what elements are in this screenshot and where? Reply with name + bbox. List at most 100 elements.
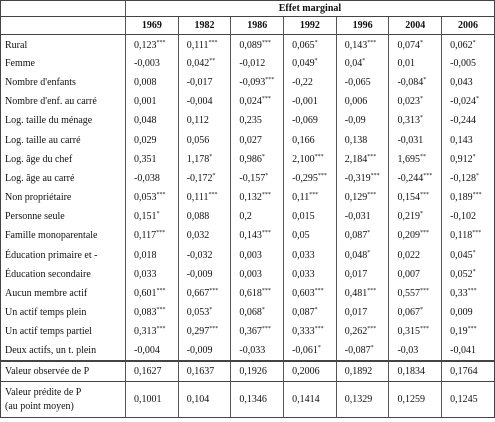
significance-stars: * (423, 76, 427, 83)
row-label: Femme (5, 57, 35, 69)
cell: 0,1001 (125, 381, 179, 418)
significance-stars: * (314, 57, 318, 64)
cell: 0,01 (388, 53, 442, 73)
significance-stars: * (212, 172, 216, 179)
significance-stars: * (367, 249, 371, 256)
significance-stars: *** (156, 192, 166, 199)
data-row: Non propriétaire 0,053*** 0,111*** 0,132***… (1, 188, 495, 208)
cell-value: 0,138 (344, 134, 368, 146)
cell-value: -0,004 (186, 96, 213, 108)
cell-value: -0,038 (134, 172, 160, 184)
cell-value: 0,1329 (344, 394, 373, 406)
cell: -0,102 (441, 207, 495, 227)
data-row: Log. taille au carré 0,029 0,056 0,027 0,166… (1, 130, 495, 150)
cell-value: 0,1414 (292, 394, 320, 406)
cell-value: -0,012 (239, 57, 266, 69)
cell: 0,33*** (441, 283, 495, 304)
significance-stars: *** (314, 288, 324, 295)
cell: -0,03 (388, 341, 442, 361)
cell-value: 0,017 (344, 268, 368, 280)
cell-value: -0,009 (186, 268, 213, 280)
significance-stars: *** (472, 192, 482, 199)
cell: -0,024* (441, 92, 495, 112)
cell-value: 0,104 (186, 394, 210, 406)
cell-value: 1,695 (397, 153, 420, 165)
cell: -0,031 (335, 207, 389, 227)
data-row: Personne seule 0,151* 0,088 0,2 0,015 -0,031 0… (1, 207, 495, 227)
cell-value: -0,041 (450, 345, 476, 357)
cell-value: 0,088 (186, 211, 210, 223)
cell-value: 0,2 (239, 211, 252, 223)
cell: 0,045* (441, 245, 495, 265)
cell: -0,041 (441, 341, 495, 361)
cell: 0,048 (125, 111, 179, 131)
row-label: Deux actifs, un t. plein (5, 345, 97, 357)
cell: 0,033 (283, 245, 337, 265)
cell: -0,093*** (230, 72, 284, 93)
significance-stars: * (314, 40, 318, 47)
cell-value: 0,018 (134, 249, 157, 261)
cell: 0,015 (283, 207, 337, 227)
cell-value: 0,297 (186, 326, 210, 338)
cell-value: -0,319 (344, 172, 371, 184)
cell: 0,123*** (125, 34, 179, 54)
cell: 0,1892 (335, 360, 389, 382)
cell-value: -0,087 (344, 345, 371, 357)
cell: 0,023* (388, 92, 442, 112)
cell-value: 0,017 (344, 307, 368, 319)
cell-value: 0,367 (239, 326, 262, 338)
cell-value: 0,132 (239, 192, 262, 204)
cell-value: 0,313 (397, 115, 420, 127)
cell-value: 0,189 (450, 192, 473, 204)
cell: -0,319*** (335, 168, 389, 188)
significance-stars: * (419, 115, 423, 122)
cell-value: -0,244 (450, 115, 476, 127)
significance-stars: * (472, 268, 476, 275)
significance-stars: * (419, 96, 423, 103)
row-label: Non propriétaire (5, 192, 72, 204)
cell-value: 0,065 (292, 40, 315, 52)
cell-value: 0,111 (186, 192, 209, 204)
cell: 0,009 (441, 303, 495, 323)
cell: 2,100*** (283, 149, 337, 169)
cell-value: 2,184 (344, 153, 368, 165)
cell-value: 0,056 (186, 134, 210, 146)
significance-stars: * (209, 307, 213, 314)
cell: 0,367*** (230, 322, 284, 342)
cell-value: 0,006 (344, 96, 368, 108)
significance-stars: * (419, 211, 423, 218)
cell-value: 0,143 (344, 40, 368, 52)
cell: 0,05 (283, 226, 337, 246)
cell-value: 0,912 (450, 153, 473, 165)
summary-row: Valeur observée de P 0,1627 0,1637 0,1926 0,… (0, 360, 495, 382)
row-label: Un actif temps partiel (5, 326, 92, 338)
cell: 0,333*** (283, 322, 337, 342)
significance-stars: * (261, 307, 265, 314)
cell: 0,481*** (335, 283, 389, 304)
cell-value: -0,017 (186, 76, 213, 88)
cell: 0,062* (441, 34, 495, 54)
data-row: Femme -0,003 0,042** -0,012 0,049* 0,04* 0,01-… (1, 53, 495, 73)
cell-value: -0,001 (292, 96, 318, 108)
cell-value: 0,601 (134, 288, 157, 300)
cell: -0,069 (283, 111, 337, 131)
year-header: 1982 (177, 16, 231, 35)
data-row: Un actif temps partiel 0,313*** 0,297*** 0,… (1, 322, 495, 342)
cell-value: 0,1637 (186, 365, 215, 377)
row-label-line: Valeur observée de P (5, 365, 90, 377)
data-row: Famille monoparentale 0,117*** 0,032 0,143*… (1, 226, 495, 246)
data-row: Éducation secondaire 0,033 -0,009 0,003 0,03… (1, 264, 495, 284)
significance-stars: * (362, 57, 366, 64)
cell: -0,009 (177, 264, 231, 284)
cell-value: -0,093 (239, 76, 266, 88)
data-row: Deux actifs, un t. plein -0,004 -0,009 -0,0… (1, 341, 495, 361)
cell-value: 0,003 (239, 249, 262, 261)
cell: 0,024*** (230, 92, 284, 112)
cell-value: 0,118 (450, 230, 473, 242)
significance-stars: *** (156, 326, 166, 333)
cell: -0,157* (230, 168, 284, 188)
significance-stars: *** (314, 153, 324, 160)
cell-value: 0,315 (397, 326, 420, 338)
cell-value: 0,048 (134, 115, 157, 127)
cell: 0,313* (388, 111, 442, 131)
